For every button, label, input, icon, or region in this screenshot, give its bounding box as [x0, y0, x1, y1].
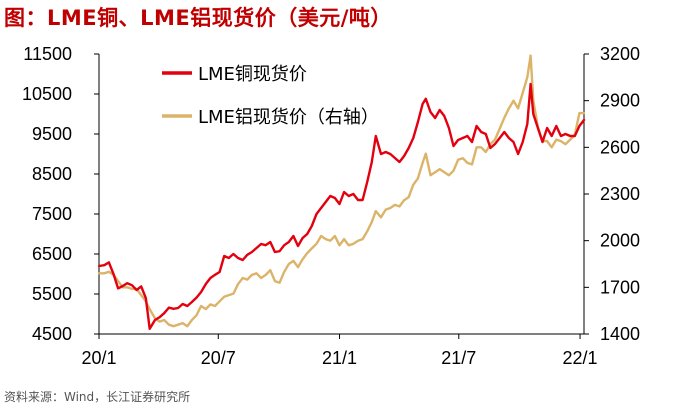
y-left-tick-label: 4500	[32, 324, 72, 344]
x-tick-group: 20/1 20/7 21/1 21/7 22/1	[81, 334, 598, 368]
chart-title: 图：LME铜、LME铝现货价（美元/吨）	[4, 6, 392, 30]
copper-price-line	[97, 82, 586, 330]
x-tick-label: 21/7	[441, 348, 476, 368]
y-right-tick-label: 2600	[600, 137, 640, 157]
x-tick-label: 22/1	[563, 348, 598, 368]
y-left-tick-label: 7500	[32, 204, 72, 224]
y-left-tick-label: 5500	[32, 284, 72, 304]
legend-label-copper: LME铜现货价	[198, 64, 307, 85]
x-tick-label: 20/1	[81, 348, 116, 368]
y-left-tick-label: 11500	[23, 44, 72, 64]
chart-canvas: 20/1 20/7 21/1 21/7 22/1 11500 10500 9500 8500 7…	[22, 44, 640, 368]
y-right-tick-label: 2900	[600, 91, 640, 111]
legend: LME铜现货价 LME铝现货价（右轴）	[162, 64, 379, 128]
y-left-tick-label: 9500	[32, 124, 72, 144]
x-tick-label: 20/7	[201, 348, 236, 368]
y-left-tick-group: 11500 10500 9500 8500 7500 6500 5500 4500	[22, 44, 99, 344]
y-right-tick-group: 3200 2900 2600 2300 2000 1700 1400	[584, 44, 640, 344]
y-left-tick-label: 10500	[22, 84, 72, 104]
y-left-tick-label: 6500	[32, 244, 72, 264]
axes	[98, 54, 585, 335]
y-right-tick-label: 3200	[600, 44, 640, 64]
aluminium-price-line	[97, 54, 586, 328]
y-right-tick-label: 2000	[600, 231, 640, 251]
legend-label-aluminium: LME铝现货价（右轴）	[198, 107, 379, 128]
x-tick-label: 21/1	[322, 348, 357, 368]
y-right-tick-label: 1400	[600, 324, 640, 344]
y-left-tick-label: 8500	[32, 164, 72, 184]
source-note: 资料来源：Wind，长江证券研究所	[4, 390, 191, 404]
y-right-tick-label: 1700	[600, 277, 640, 297]
y-right-tick-label: 2300	[600, 184, 640, 204]
series-group	[97, 54, 586, 330]
